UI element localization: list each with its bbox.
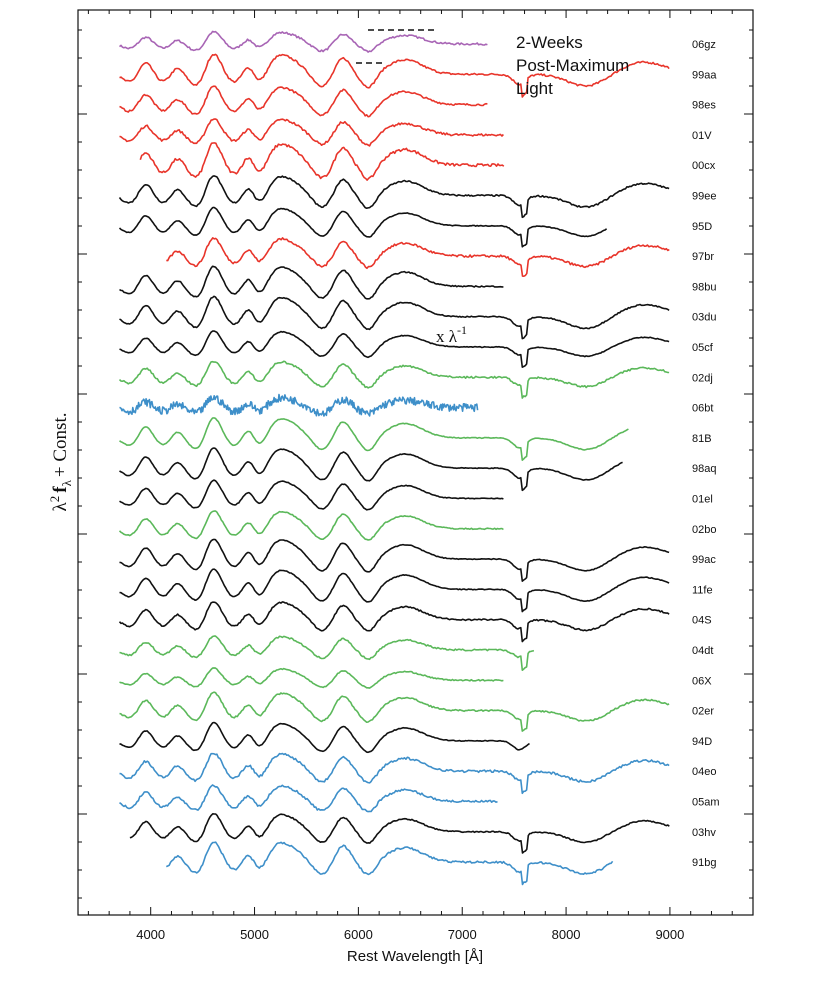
- scale-annotation-superscript: -1: [457, 323, 467, 337]
- series-line-04eo: [119, 752, 670, 795]
- series-labels: 06gz 99aa 98es 01V 00cx 99ee 95D 97br 98bu 03du 05…: [692, 39, 720, 869]
- chart-title-line-3: Light: [516, 79, 553, 98]
- y-axis-title-const: + Const.: [50, 413, 71, 478]
- x-tick-label: 4000: [136, 927, 165, 942]
- series-label-99ee: 99ee: [692, 191, 716, 203]
- series-line-04s: [118, 601, 670, 643]
- y-axis-title-lambda-sub: λ: [59, 479, 74, 486]
- series-label-00cx: 00cx: [692, 160, 716, 172]
- x-tick-label: 5000: [240, 927, 269, 942]
- series-label-11fe: 11fe: [692, 584, 713, 596]
- series-label-98es: 98es: [692, 100, 716, 112]
- series-label-05cf: 05cf: [692, 342, 714, 354]
- series-label-99ac: 99ac: [692, 554, 716, 566]
- series-label-01v: 01V: [692, 130, 712, 142]
- series-label-06gz: 06gz: [692, 39, 716, 51]
- series-line-81b: [119, 417, 629, 461]
- series-label-02dj: 02dj: [692, 372, 713, 384]
- chart-title-line-1: 2-Weeks: [516, 33, 583, 52]
- plot-frame: [77, 9, 754, 916]
- series-line-06x: [119, 667, 504, 689]
- x-tick-label: 6000: [344, 927, 373, 942]
- series-line-11fe: [119, 568, 670, 613]
- series-line-06bt: [119, 393, 479, 417]
- series-line-95d: [118, 206, 608, 248]
- series-label-91bg: 91bg: [692, 857, 716, 869]
- series-label-98aq: 98aq: [692, 463, 716, 475]
- x-axis-title: Rest Wavelength [Å]: [347, 948, 483, 965]
- series-label-98bu: 98bu: [692, 281, 716, 293]
- series-label-06x: 06X: [692, 675, 712, 687]
- x-tick-label: 7000: [448, 927, 477, 942]
- series-label-95d: 95D: [692, 221, 712, 233]
- series-label-99aa: 99aa: [692, 69, 717, 81]
- series-line-00cx: [139, 142, 505, 181]
- y-axis-title-exp: 2: [47, 496, 62, 503]
- series-line-05am: [119, 784, 498, 813]
- x-tick-label: 9000: [655, 927, 684, 942]
- series-label-03hv: 03hv: [692, 827, 716, 839]
- series-label-05am: 05am: [692, 797, 720, 809]
- series-line-91bg: [165, 841, 614, 886]
- series-label-04s: 04S: [692, 615, 712, 627]
- series-line-02bo: [118, 510, 504, 541]
- series-line-03hv: [129, 813, 670, 854]
- scale-annotation-text: x λ: [436, 327, 458, 346]
- y-axis-title: λ2fλ+ Const.: [47, 413, 74, 512]
- series-label-01el: 01el: [692, 494, 713, 506]
- series-line-99ee: [118, 175, 670, 219]
- series-group: [118, 30, 670, 886]
- series-line-06gz: [119, 30, 488, 53]
- series-line-94d: [119, 721, 530, 754]
- series-line-02er: [119, 691, 670, 732]
- y-axis-title-lambda: λ: [50, 501, 71, 511]
- series-label-94d: 94D: [692, 736, 712, 748]
- series-line-97br: [166, 237, 670, 277]
- series-line-01el: [119, 479, 504, 511]
- chart-title-line-2: Post-Maximum: [516, 56, 629, 75]
- y-axis-title-f: f: [50, 486, 71, 493]
- series-line-98aq: [119, 447, 623, 492]
- series-label-81b: 81B: [692, 433, 712, 445]
- series-label-02er: 02er: [692, 706, 714, 718]
- series-line-03du: [119, 295, 670, 340]
- series-line-99aa: [119, 53, 670, 98]
- series-line-02dj: [118, 360, 670, 399]
- series-line-98es: [119, 85, 488, 118]
- series-label-06bt: 06bt: [692, 403, 713, 415]
- series-label-97br: 97br: [692, 251, 714, 263]
- series-line-98bu: [119, 265, 504, 300]
- series-label-03du: 03du: [692, 312, 716, 324]
- x-tick-label: 8000: [552, 927, 581, 942]
- series-label-04eo: 04eo: [692, 766, 716, 778]
- series-line-01v: [119, 118, 504, 147]
- series-line-05cf: [119, 330, 670, 368]
- series-label-04dt: 04dt: [692, 645, 713, 657]
- series-line-04dt: [119, 635, 535, 671]
- series-line-99ac: [119, 538, 670, 582]
- series-label-02bo: 02bo: [692, 524, 716, 536]
- axis-ticks: 4000 5000 6000 7000 8000 9000: [78, 10, 753, 942]
- scale-annotation: x λ-1: [436, 323, 467, 346]
